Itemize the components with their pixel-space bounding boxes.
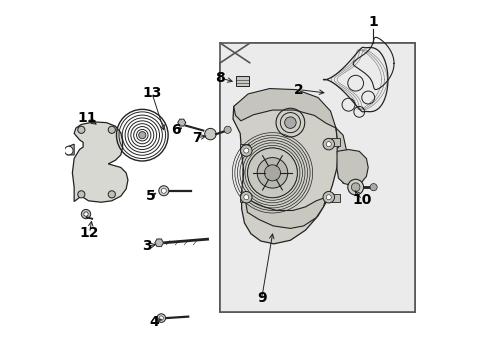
Bar xyxy=(240,144,249,152)
Circle shape xyxy=(347,179,363,195)
Text: 8: 8 xyxy=(215,71,224,85)
Circle shape xyxy=(159,186,168,196)
Circle shape xyxy=(369,184,376,191)
Circle shape xyxy=(81,210,90,219)
Polygon shape xyxy=(233,89,335,128)
Bar xyxy=(240,194,249,202)
Text: 13: 13 xyxy=(142,86,162,100)
Text: 1: 1 xyxy=(367,15,377,29)
Text: 9: 9 xyxy=(256,291,266,305)
Circle shape xyxy=(108,126,115,134)
Circle shape xyxy=(64,146,73,155)
Circle shape xyxy=(139,132,145,139)
Polygon shape xyxy=(335,128,346,184)
Circle shape xyxy=(325,195,330,200)
Circle shape xyxy=(78,126,85,134)
Polygon shape xyxy=(67,144,74,155)
Polygon shape xyxy=(244,194,325,228)
Text: 5: 5 xyxy=(145,189,155,203)
Polygon shape xyxy=(155,239,163,247)
Circle shape xyxy=(351,183,359,192)
Circle shape xyxy=(204,129,216,140)
Text: 12: 12 xyxy=(80,226,99,240)
Polygon shape xyxy=(220,43,414,312)
Circle shape xyxy=(157,314,165,322)
Bar xyxy=(220,43,414,312)
Bar xyxy=(235,76,249,86)
Circle shape xyxy=(108,191,115,198)
Circle shape xyxy=(257,158,287,188)
Polygon shape xyxy=(72,122,128,202)
Circle shape xyxy=(244,148,248,153)
Circle shape xyxy=(240,145,251,156)
Circle shape xyxy=(78,191,85,198)
Bar xyxy=(330,138,340,145)
Circle shape xyxy=(240,192,251,203)
Circle shape xyxy=(323,138,334,150)
Circle shape xyxy=(325,141,330,147)
Circle shape xyxy=(161,188,166,193)
Circle shape xyxy=(247,148,297,198)
Circle shape xyxy=(83,212,88,216)
Polygon shape xyxy=(336,149,367,185)
Polygon shape xyxy=(233,90,338,244)
Circle shape xyxy=(284,117,296,129)
Text: 10: 10 xyxy=(352,193,371,207)
Text: 2: 2 xyxy=(294,83,303,96)
Polygon shape xyxy=(178,119,185,126)
Text: 11: 11 xyxy=(78,111,97,125)
Circle shape xyxy=(323,192,334,203)
Circle shape xyxy=(264,165,280,181)
Circle shape xyxy=(224,126,231,134)
Circle shape xyxy=(159,316,163,320)
Text: 4: 4 xyxy=(149,315,159,329)
Text: 7: 7 xyxy=(192,131,202,145)
Text: 3: 3 xyxy=(142,239,151,253)
Bar xyxy=(330,194,340,202)
Circle shape xyxy=(244,195,248,200)
Text: 6: 6 xyxy=(171,123,181,137)
